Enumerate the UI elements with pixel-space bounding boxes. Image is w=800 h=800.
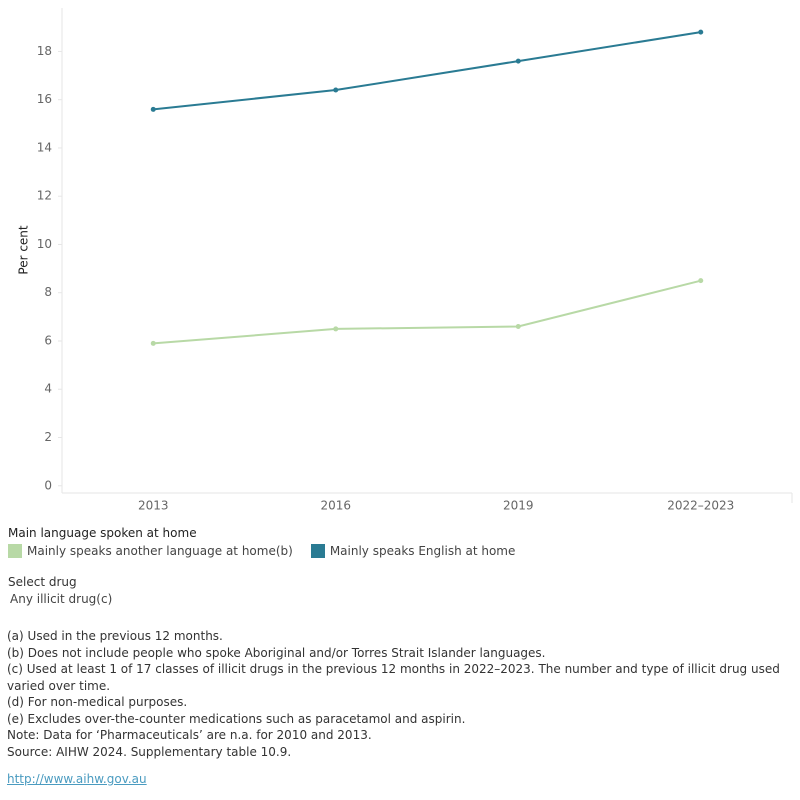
y-tick-label: 10 [37, 237, 52, 251]
y-tick-label: 6 [44, 333, 52, 347]
note: (a) Used in the previous 12 months. [7, 629, 223, 643]
x-tick-label: 2022–2023 [667, 499, 734, 513]
point [333, 326, 339, 332]
filter[interactable]: Select drug Any illicit drug(c) [8, 575, 112, 606]
y-tick-label: 4 [44, 382, 52, 396]
series-line [153, 279, 701, 345]
y-tick-label: 12 [37, 189, 52, 203]
point [698, 278, 704, 284]
legend-items: Mainly speaks another language at home(b… [8, 544, 515, 558]
legend-title: Main language spoken at home [8, 526, 197, 540]
point [515, 324, 521, 330]
note: (d) For non-medical purposes. [7, 695, 188, 709]
y-tick-label: 8 [44, 285, 52, 299]
note: (b) Does not include people who spoke Ab… [7, 645, 546, 660]
point [515, 58, 521, 64]
point [150, 340, 156, 346]
legend-swatch [8, 544, 22, 558]
note: (e) Excludes over-the-counter medication… [7, 711, 466, 726]
legend-label: Mainly speaks English at home [329, 544, 516, 558]
note: Note: Data for ‘Pharmaceuticals’ are n.a… [7, 728, 372, 742]
legend-label: Mainly speaks another language at home(b… [27, 544, 293, 558]
series-line [153, 31, 701, 111]
y-tick-label: 14 [37, 140, 52, 154]
filter-label: Select drug [8, 575, 77, 589]
y-axis-label: Per cent [17, 225, 31, 275]
link[interactable]: http://www.aihw.gov.au [7, 772, 147, 786]
point [698, 29, 704, 35]
point [150, 106, 156, 112]
legend-item[interactable]: Mainly speaks another language at home(b… [8, 544, 293, 558]
legend: Main language spoken at home Mainly spea… [8, 526, 515, 558]
legend-swatch [310, 544, 325, 558]
y-tick-label: 16 [37, 92, 52, 106]
y-tick-label: 0 [44, 478, 52, 492]
notes: (a) Used in the previous 12 months. (b) D… [7, 628, 797, 760]
chart: Per cent 0 2 4 6 8 10 12 14 16 18 2013 2016 2019 2022… [17, 8, 793, 513]
note: Source: AIHW 2024. Supplementary table 1… [7, 744, 292, 759]
legend-item[interactable]: Mainly speaks English at home [310, 544, 516, 558]
y-tick-label: 18 [37, 44, 52, 58]
note: (c) Used at least 1 of 17 classes of ill… [7, 662, 780, 693]
filter-value[interactable]: Any illicit drug(c) [10, 592, 113, 606]
point [333, 87, 339, 93]
x-tick-label: 2019 [503, 499, 534, 513]
x-tick-label: 2016 [320, 499, 351, 513]
x-tick-label: 2013 [138, 499, 169, 513]
y-tick-label: 2 [44, 430, 52, 444]
